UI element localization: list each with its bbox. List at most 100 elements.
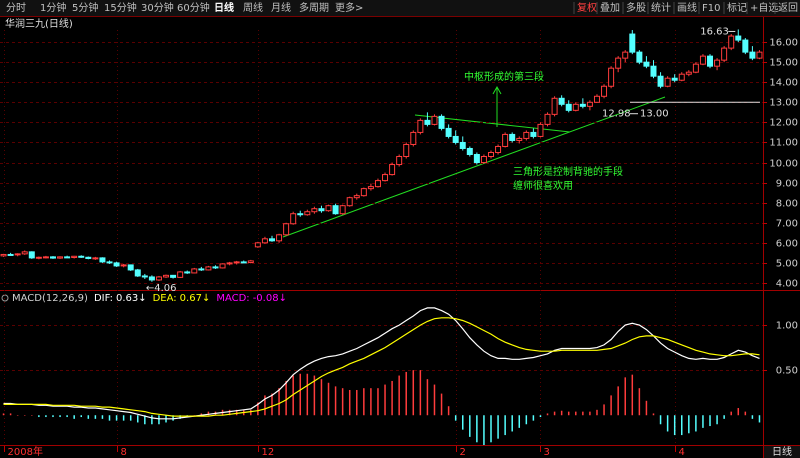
candle-body bbox=[396, 156, 403, 166]
macd-bar bbox=[271, 393, 273, 416]
candle-body bbox=[254, 242, 261, 248]
y-tick-label: 16.00 bbox=[769, 38, 798, 49]
y-tick-label: 10.00 bbox=[769, 159, 798, 170]
macd-bar bbox=[589, 411, 591, 416]
legend-name: DEA: bbox=[153, 293, 177, 304]
macd-bar bbox=[681, 415, 683, 436]
macd-bar bbox=[497, 415, 499, 439]
candle-body bbox=[113, 262, 120, 267]
toolbar-item[interactable]: 月线 bbox=[271, 1, 291, 14]
macd-bar bbox=[306, 373, 309, 416]
macd-bar bbox=[469, 415, 471, 437]
x-tick-label: 4 bbox=[679, 447, 685, 458]
candle-body bbox=[699, 55, 706, 65]
candle-body bbox=[170, 274, 177, 278]
candle-body bbox=[721, 47, 728, 61]
macd-bar bbox=[582, 411, 584, 416]
toolbar-item[interactable]: 返回 bbox=[778, 2, 798, 14]
candle-body bbox=[148, 276, 155, 281]
macd-bar bbox=[638, 388, 641, 416]
macd-bar bbox=[560, 410, 563, 416]
toolbar-item[interactable]: 多周期 bbox=[299, 1, 329, 14]
candle-body bbox=[431, 115, 438, 125]
macd-bar bbox=[709, 415, 711, 427]
toolbar-item[interactable]: 周线 bbox=[243, 1, 263, 14]
candle-body bbox=[403, 143, 410, 158]
candle-body bbox=[742, 39, 749, 53]
macd-bar bbox=[716, 415, 718, 425]
toolbar-item[interactable]: 日线 bbox=[214, 1, 234, 14]
candle-body bbox=[297, 213, 304, 216]
period-label[interactable]: 日线 bbox=[772, 445, 792, 458]
candle-body bbox=[339, 205, 346, 215]
y-tick-label: 13.00 bbox=[769, 98, 798, 109]
macd-bar bbox=[546, 413, 549, 416]
candle-body bbox=[608, 67, 615, 87]
candle-body bbox=[473, 154, 480, 164]
macd-bar bbox=[490, 415, 492, 443]
toolbar-item[interactable]: 5分钟 bbox=[72, 1, 98, 14]
macd-bar bbox=[320, 379, 323, 416]
candle-body bbox=[466, 147, 473, 156]
candle-body bbox=[565, 103, 572, 111]
candle-body bbox=[318, 208, 325, 212]
candle-body bbox=[636, 51, 643, 63]
candle-body bbox=[685, 71, 692, 75]
candle-body bbox=[184, 271, 191, 274]
toolbar-item[interactable]: F10 bbox=[702, 3, 720, 14]
macd-bar bbox=[758, 415, 761, 423]
x-tick-label: 8 bbox=[121, 447, 127, 458]
candle-body bbox=[572, 103, 579, 111]
candle-body bbox=[191, 268, 198, 274]
macd-bar bbox=[419, 370, 422, 416]
toolbar-item[interactable]: 1分钟 bbox=[40, 1, 66, 14]
toolbar-item[interactable]: +自选 bbox=[750, 1, 778, 14]
candle-body bbox=[586, 101, 593, 107]
toolbar-item[interactable]: 多股 bbox=[626, 1, 646, 14]
y-tick-label: 12.00 bbox=[769, 118, 798, 129]
macd-bar bbox=[59, 415, 61, 418]
candle-body bbox=[247, 260, 254, 263]
macd-bar bbox=[80, 415, 82, 418]
macd-bar bbox=[2, 413, 5, 416]
arrow-head bbox=[492, 85, 502, 95]
toolbar-item[interactable]: 分时 bbox=[6, 2, 26, 14]
candle-body bbox=[523, 131, 530, 139]
candle-body bbox=[389, 164, 396, 176]
candle-body bbox=[290, 213, 297, 225]
candle-body bbox=[42, 256, 49, 259]
toolbar-item[interactable]: 画线 bbox=[677, 1, 697, 14]
macd-bar bbox=[108, 415, 111, 421]
candle-body bbox=[57, 256, 64, 259]
macd-bar bbox=[228, 409, 231, 416]
toolbar-item[interactable]: 15分钟 bbox=[104, 1, 137, 14]
candle-body bbox=[424, 119, 431, 125]
macd-bar bbox=[151, 415, 153, 425]
candle-body bbox=[530, 131, 537, 137]
candle-body bbox=[7, 253, 14, 256]
toolbar-item[interactable]: 标记 bbox=[727, 2, 747, 14]
price-mark: 13.00 bbox=[640, 108, 669, 119]
candle-body bbox=[452, 135, 459, 143]
macd-bar bbox=[596, 409, 598, 416]
macd-bar bbox=[87, 415, 90, 419]
period-box[interactable] bbox=[764, 446, 800, 458]
legend-value: 0.63 bbox=[116, 293, 138, 304]
candle-body bbox=[678, 73, 685, 81]
toolbar-item[interactable]: 复权 bbox=[577, 1, 597, 14]
y-tick-label: 11.00 bbox=[769, 138, 798, 149]
macd-bar bbox=[257, 402, 259, 416]
macd-bar bbox=[129, 415, 132, 421]
toolbar-item[interactable]: 叠加 bbox=[600, 2, 620, 14]
toolbar-item[interactable]: 统计 bbox=[651, 1, 671, 14]
macd-bar bbox=[299, 373, 302, 416]
y-tick-label: 15.00 bbox=[769, 58, 798, 69]
macd-bar bbox=[363, 388, 365, 416]
macd-bar bbox=[673, 415, 676, 436]
toolbar-item[interactable]: 60分钟 bbox=[177, 1, 210, 14]
candle-body bbox=[155, 276, 162, 281]
toolbar-item[interactable]: 更多> bbox=[335, 1, 363, 14]
toolbar-item[interactable]: 30分钟 bbox=[141, 1, 174, 14]
candle-body bbox=[304, 211, 311, 216]
legend-name: MACD: bbox=[216, 293, 249, 304]
